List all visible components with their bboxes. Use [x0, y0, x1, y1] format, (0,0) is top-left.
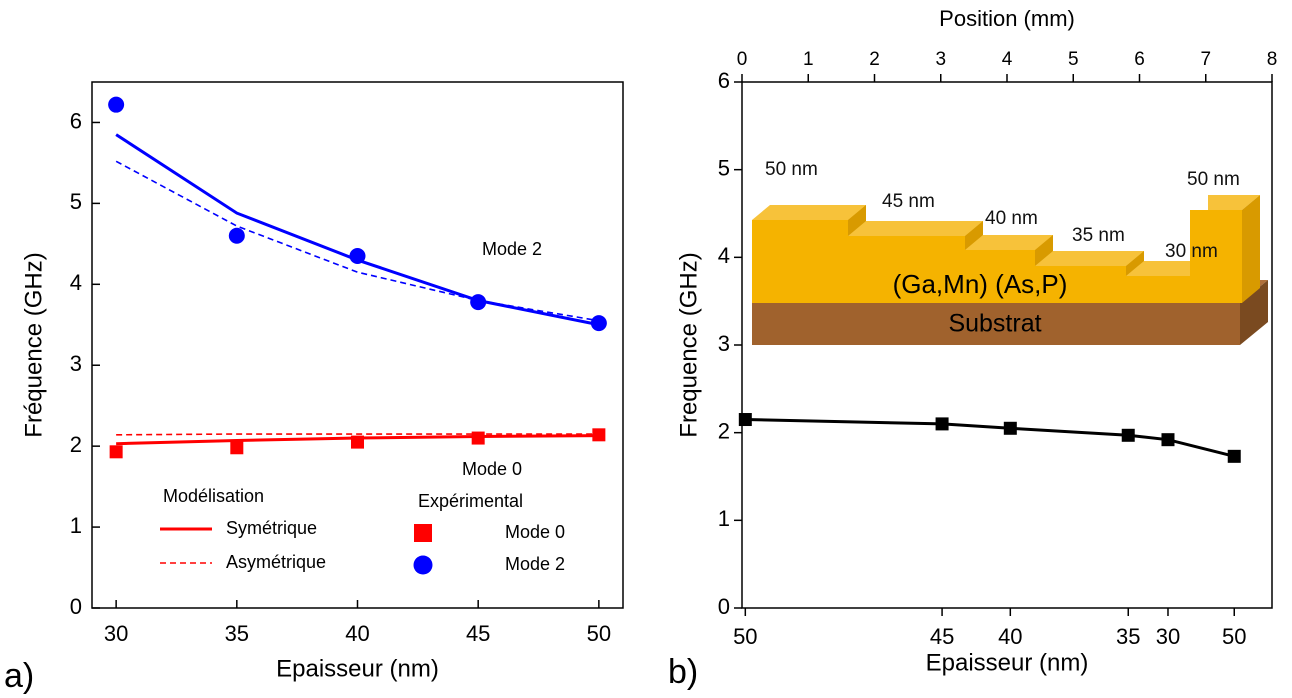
marker — [228, 227, 245, 244]
x-top-tick-label: 3 — [935, 49, 946, 70]
x-top-tick-label: 6 — [1134, 49, 1145, 70]
marker — [1227, 449, 1241, 463]
y-tick-label: 5 — [718, 155, 730, 180]
x-top-tick-label: 8 — [1267, 49, 1278, 70]
annotation: Mode 0 — [462, 459, 522, 479]
x-axis-label: Epaisseur (nm) — [926, 649, 1089, 676]
y-tick-label: 4 — [70, 270, 82, 295]
x-tick-label: 45 — [930, 624, 954, 649]
substrate-front — [752, 303, 1240, 345]
marker — [1003, 421, 1017, 435]
y-tick-label: 6 — [70, 108, 82, 133]
x-top-tick-label: 0 — [737, 49, 748, 70]
annotation: Mode 2 — [482, 239, 542, 259]
x-tick-label: 30 — [104, 621, 128, 646]
marker — [590, 315, 607, 332]
y-tick-label: 1 — [718, 506, 730, 531]
y-tick-label: 2 — [70, 432, 82, 457]
layer-front — [752, 210, 1242, 303]
marker — [108, 96, 125, 113]
step-face — [1126, 251, 1144, 276]
marker — [470, 294, 487, 311]
y-axis-label: Frequence (GHz) — [675, 252, 702, 437]
y-tick-label: 0 — [70, 594, 82, 619]
marker — [351, 435, 364, 449]
series-line — [115, 133, 600, 327]
marker — [109, 445, 123, 459]
marker — [349, 247, 366, 264]
marker — [935, 417, 949, 431]
y-tick-label: 3 — [718, 331, 730, 356]
x-tick-label: 50 — [733, 624, 757, 649]
substrate-side — [1240, 280, 1268, 345]
marker — [738, 413, 752, 427]
series-line — [745, 418, 1235, 458]
marker — [230, 441, 244, 455]
x-tick-label: 35 — [1116, 624, 1140, 649]
layer-side — [1242, 195, 1260, 303]
x-top-tick-label: 2 — [869, 49, 880, 70]
marker — [1121, 428, 1135, 442]
step-face — [848, 205, 866, 236]
y-axis-label: Fréquence (GHz) — [20, 252, 47, 437]
legend-label: Mode 0 — [505, 522, 565, 542]
x-top-tick-label: 7 — [1200, 49, 1211, 70]
x-tick-label: 45 — [466, 621, 490, 646]
series-line — [115, 160, 599, 322]
step-label: 40 nm — [985, 208, 1038, 229]
y-tick-label: 2 — [718, 418, 730, 443]
legend-label: Symétrique — [226, 518, 317, 538]
y-tick-label: 4 — [718, 243, 730, 268]
step-label: 50 nm — [765, 159, 818, 180]
step-face — [1035, 235, 1053, 266]
plot-frame — [91, 81, 624, 609]
x-tick-label: 50 — [587, 621, 611, 646]
y-tick-label: 1 — [70, 513, 82, 538]
legend-swatch — [413, 555, 433, 575]
legend-title: Modélisation — [163, 486, 264, 506]
y-tick-label: 5 — [70, 189, 82, 214]
x-tick-label: 40 — [998, 624, 1022, 649]
x-tick-label: 50 — [1222, 624, 1246, 649]
x-axis-label: Epaisseur (nm) — [276, 655, 439, 682]
x-top-tick-label: 5 — [1068, 49, 1079, 70]
panel-label: a) — [4, 657, 34, 695]
series-line — [116, 433, 599, 436]
step-face — [965, 221, 983, 250]
marker — [471, 431, 485, 445]
step-label: 50 nm — [1187, 169, 1240, 190]
x-tick-label: 35 — [225, 621, 249, 646]
marker — [592, 428, 606, 442]
x-top-axis-label: Position (mm) — [939, 6, 1075, 31]
plot-frame — [741, 81, 1273, 609]
legend-label: Asymétrique — [226, 552, 326, 572]
legend-swatch — [414, 524, 432, 542]
y-tick-label: 3 — [70, 351, 82, 376]
marker — [1161, 433, 1175, 447]
step-label: 45 nm — [882, 191, 935, 212]
inset-illustration: 50 nm 45 nm 40 nm 35 nm 30 nm 50 nm (Ga,… — [752, 159, 1268, 345]
x-top-tick-label: 1 — [803, 49, 814, 70]
x-top-tick-label: 4 — [1002, 49, 1013, 70]
substrate-label: Substrat — [948, 310, 1041, 338]
step-label: 30 nm — [1165, 241, 1218, 262]
layer-label: (Ga,Mn) (As,P) — [893, 269, 1068, 299]
legend-title: Expérimental — [418, 491, 523, 511]
panel-label: b) — [668, 653, 698, 691]
step-label: 35 nm — [1072, 225, 1125, 246]
y-tick-label: 6 — [718, 68, 730, 93]
y-tick-label: 0 — [718, 594, 730, 619]
x-tick-label: 40 — [345, 621, 369, 646]
legend-label: Mode 2 — [505, 554, 565, 574]
x-tick-label: 30 — [1156, 624, 1180, 649]
